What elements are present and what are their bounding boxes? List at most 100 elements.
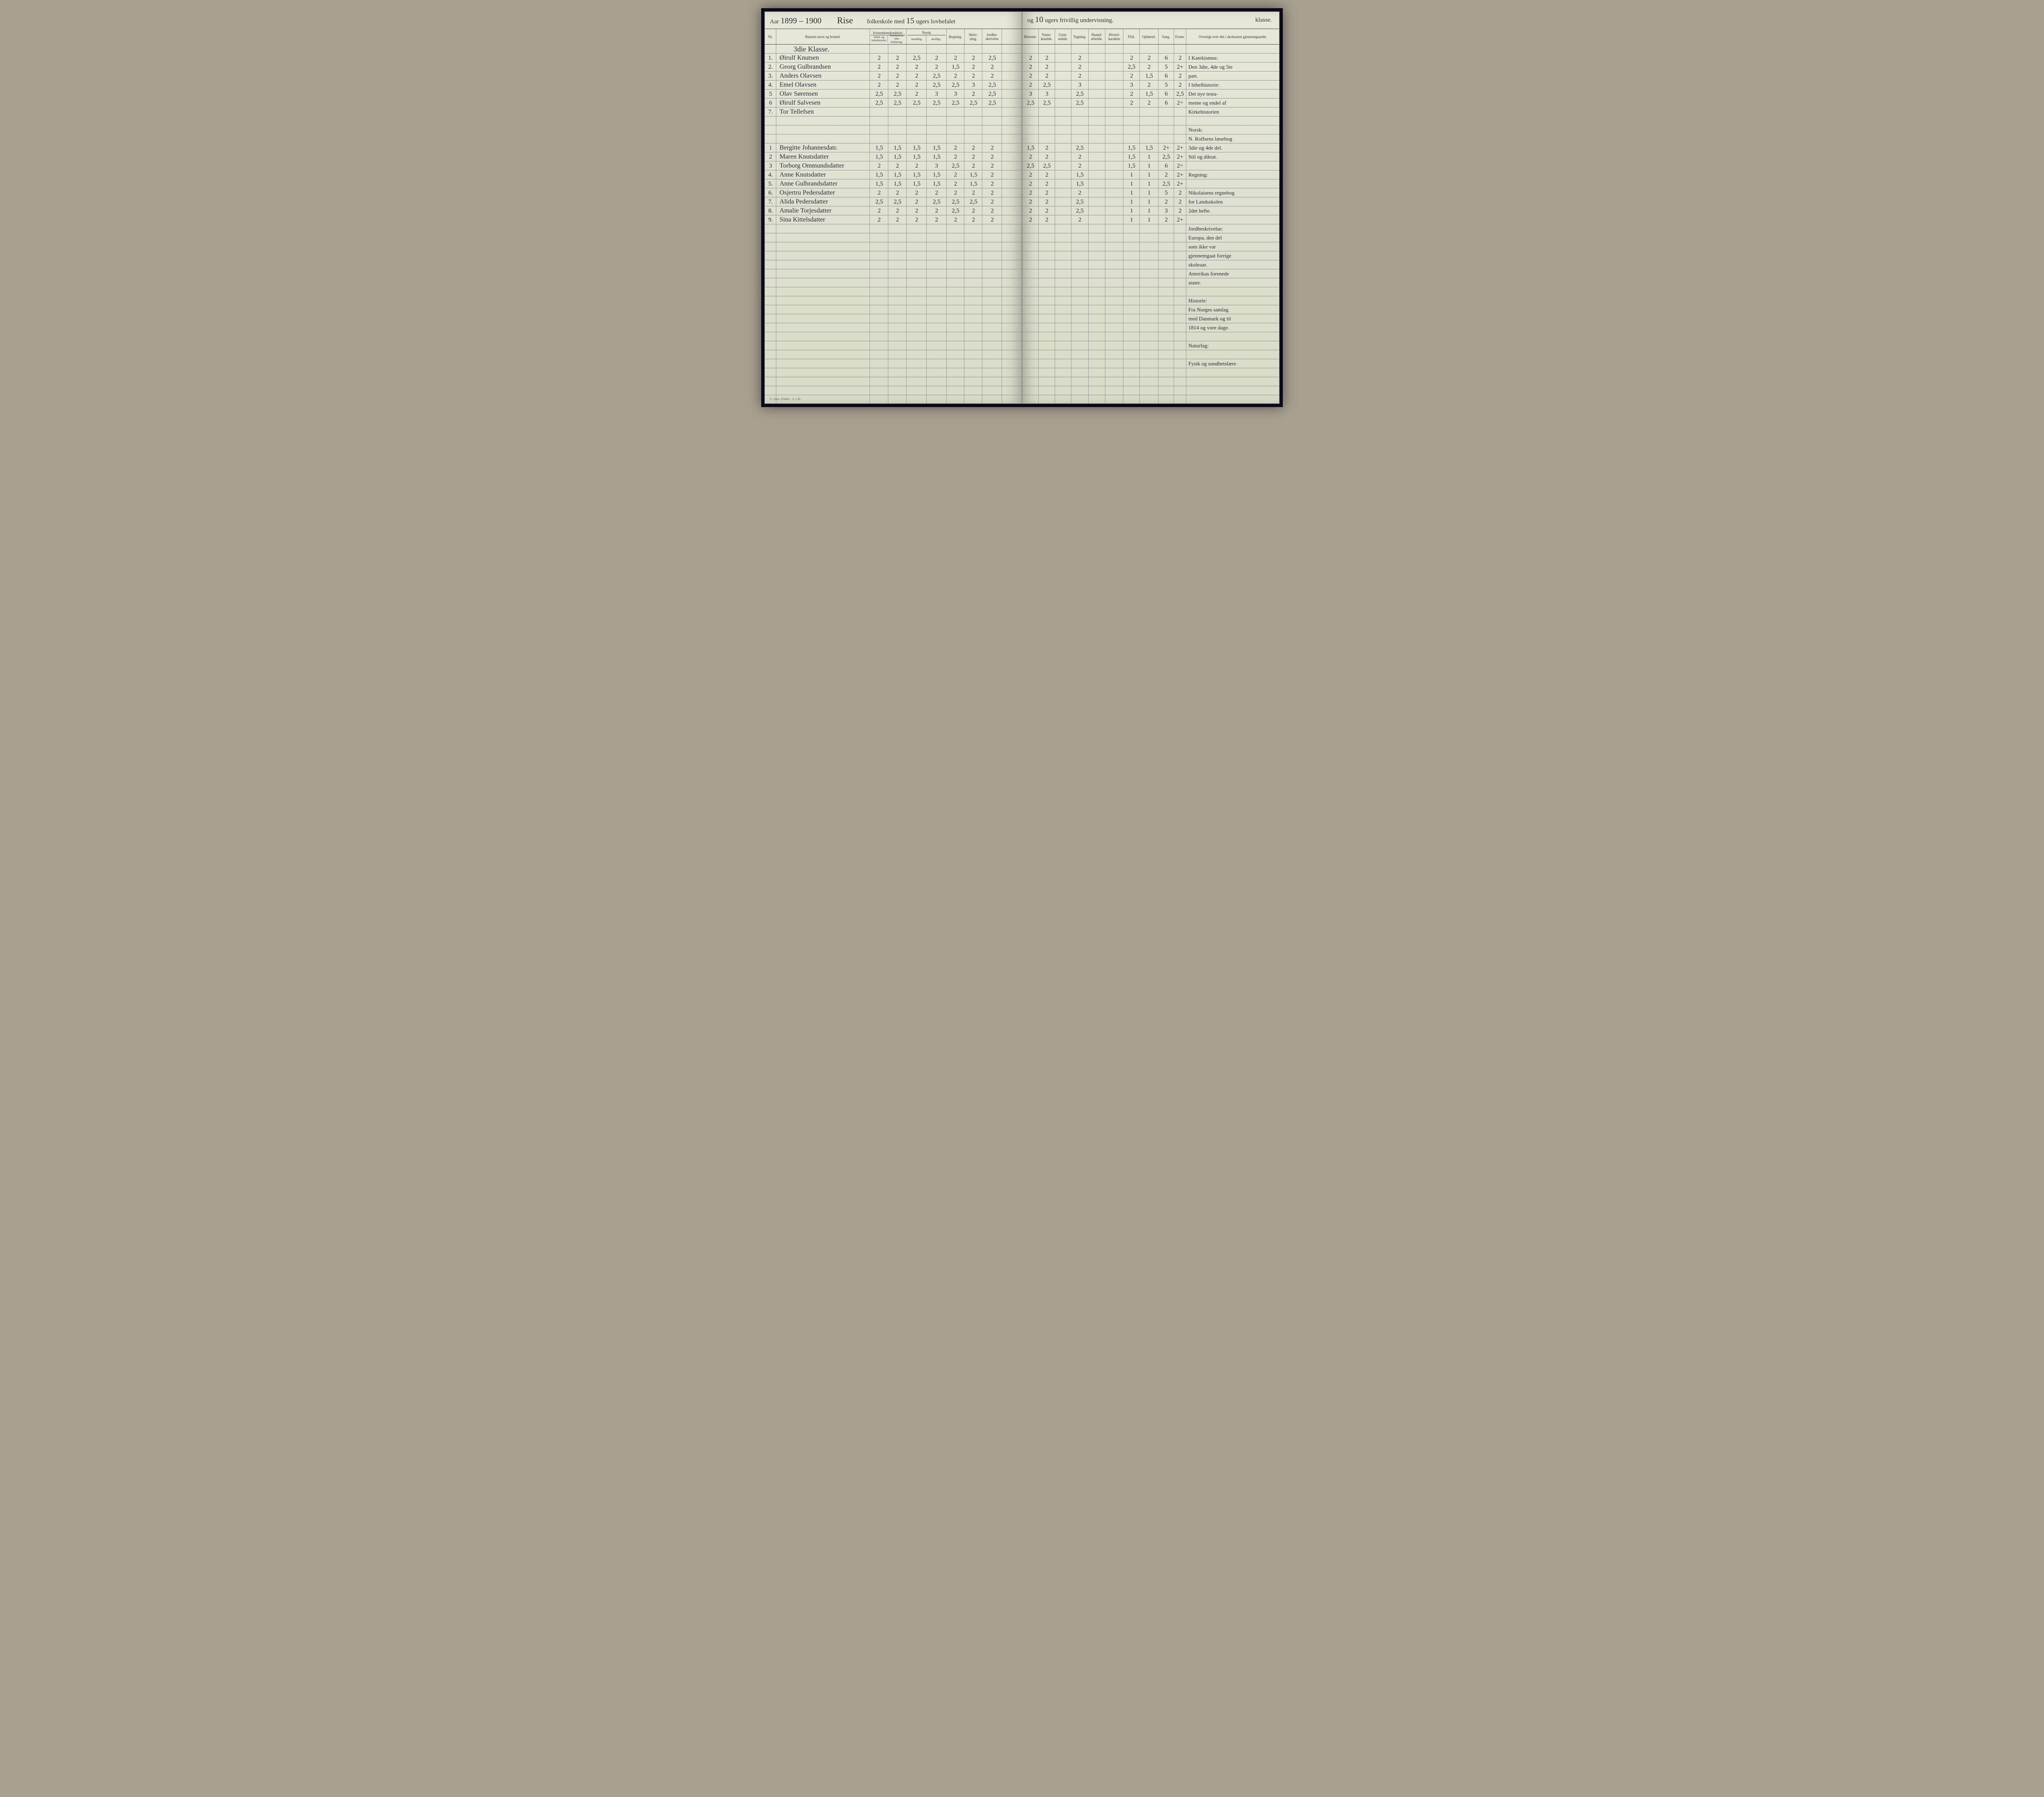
- cell-grade: 3: [1039, 91, 1055, 98]
- note-line: [1188, 215, 1277, 224]
- table-row: 3Torborg Ommundsdatter22232,522: [765, 161, 1022, 170]
- note-line: som ikke var: [1188, 242, 1277, 251]
- cell-grade: 2: [870, 82, 888, 89]
- note-line: Fysik og sundhetslære.: [1188, 359, 1277, 368]
- note-line: I Katekismus:: [1188, 54, 1277, 63]
- cell-grade: 2÷: [1174, 163, 1186, 170]
- cell-grade: 2: [1022, 64, 1039, 71]
- cell-grade: 2,5: [947, 163, 965, 170]
- cell-grade: 2: [947, 190, 965, 197]
- cell-grade: 2,5: [870, 100, 888, 107]
- cell-grade: 2: [982, 154, 1002, 161]
- cell-grade: 1,5: [927, 181, 947, 188]
- cell-grade: 2: [888, 163, 907, 170]
- note-line: [1188, 179, 1277, 188]
- cell-grade: 2+: [1174, 172, 1186, 179]
- table-row: 3.Anders Olavsen2222,5222: [765, 72, 1022, 81]
- cell-grade: 1: [1140, 154, 1159, 161]
- note-line: Naturfag:: [1188, 341, 1277, 350]
- table-row: 7.Alida Pedersdatter2,52,522,52,52,52: [765, 197, 1022, 206]
- cell-grade: 2,5: [927, 199, 947, 206]
- cell-grade: 1: [1140, 217, 1159, 224]
- cell-grade: 2: [947, 154, 965, 161]
- cell-grade: 2: [1039, 208, 1055, 215]
- cell-grade: 2,5: [1039, 163, 1055, 170]
- cell-grade: 2,5: [947, 82, 965, 89]
- cell-grade: 2: [870, 163, 888, 170]
- cell-grade: 3: [1123, 82, 1140, 89]
- cell-grade: 2+: [1174, 64, 1186, 71]
- cell-grade: 2+: [1174, 154, 1186, 161]
- section-title: 3die Klasse.: [765, 45, 1022, 54]
- col-bibel: bibel- og kirkehistorie.: [871, 36, 888, 43]
- cell-nr: 7.: [765, 199, 776, 206]
- cell-grade: 2: [1039, 55, 1055, 62]
- cell-nr: 2: [765, 154, 776, 161]
- note-line: 3die og 4de del.: [1188, 143, 1277, 152]
- cell-grade: 2: [947, 145, 965, 152]
- cell-grade: 6: [1159, 91, 1174, 98]
- cell-grade: 1,5: [1140, 73, 1159, 80]
- cell-grade: 2: [1039, 190, 1055, 197]
- cell-grade: 2: [907, 163, 927, 170]
- cell-grade: 2,5: [927, 100, 947, 107]
- note-line: [1188, 287, 1277, 296]
- cell-grade: 2: [964, 55, 982, 62]
- hdr-printed1: folkeskole med: [867, 18, 905, 25]
- cell-grade: 2: [888, 55, 907, 62]
- left-header: Aar 1899 – 1900 Rise folkeskole med 15 u…: [765, 12, 1022, 29]
- col-norsk: Norsk mundtlig. skriftlig.: [907, 29, 947, 44]
- cell-grade: 2: [964, 145, 982, 152]
- left-data-rows: 3die Klasse.1.Øirulf Knutsen222,52222,52…: [765, 45, 1022, 403]
- cell-nr: 7.: [765, 109, 776, 116]
- cell-grade: 2: [1022, 172, 1039, 179]
- col-name: Barnets navn og bosted.: [776, 29, 870, 44]
- cell-grade: 2: [1039, 154, 1055, 161]
- cell-grade: 3: [1022, 91, 1039, 98]
- cell-grade: 2: [964, 73, 982, 80]
- cell-grade: 1,5: [870, 154, 888, 161]
- cell-grade: 2: [1123, 55, 1140, 62]
- cell-grade: 2: [1022, 154, 1039, 161]
- cell-name: Emel Olavsen: [776, 81, 870, 89]
- cell-nr: 1.: [765, 55, 776, 62]
- cell-nr: 4.: [765, 82, 776, 89]
- cell-grade: 1,5: [927, 154, 947, 161]
- klasse-label: klasse.: [1255, 17, 1272, 24]
- cell-grade: 2: [888, 82, 907, 89]
- cell-grade: 1,5: [964, 172, 982, 179]
- col-opforsel: Opførsel.: [1140, 29, 1159, 44]
- note-line: Nikolaisens regnebog: [1188, 188, 1277, 197]
- col-naturkundsk: Natur-kundsk.: [1039, 29, 1055, 44]
- table-row: 9.Sina Kittelsdatter2222222: [765, 215, 1022, 224]
- cell-grade: 2: [964, 208, 982, 215]
- note-line: 1814 og vore dage.: [1188, 323, 1277, 332]
- cell-grade: 2: [1071, 73, 1089, 80]
- col-haandarbeide: Haand-arbeide.: [1089, 29, 1106, 44]
- cell-nr: 3.: [765, 73, 776, 80]
- cell-grade: 2: [907, 64, 927, 71]
- cell-grade: 2: [907, 82, 927, 89]
- cell-grade: 2: [907, 199, 927, 206]
- cell-grade: 2+: [1174, 181, 1186, 188]
- cell-name: Amalie Torjesdatter: [776, 207, 870, 215]
- cell-grade: 2÷: [1174, 100, 1186, 107]
- cell-grade: 2: [964, 91, 982, 98]
- note-line: Den 3die, 4de og 5te: [1188, 63, 1277, 72]
- note-line: Historie:: [1188, 296, 1277, 305]
- cell-grade: 2: [870, 208, 888, 215]
- cell-grade: 2: [1022, 208, 1039, 215]
- col-left-spare: [1002, 29, 1022, 44]
- cell-name: Bergitte Johannesdatr.: [776, 144, 870, 152]
- col-gymnastik: Gym-nastik.: [1055, 29, 1071, 44]
- cell-grade: 1,5: [888, 145, 907, 152]
- cell-grade: 1,5: [907, 145, 927, 152]
- cell-nr: 6.: [765, 190, 776, 197]
- cell-grade: 2: [870, 64, 888, 71]
- cell-grade: 2,5: [907, 100, 927, 107]
- cell-grade: 3: [1159, 208, 1174, 215]
- cell-grade: 1,5: [907, 154, 927, 161]
- cell-grade: 2: [888, 217, 907, 224]
- cell-grade: 2: [947, 172, 965, 179]
- cell-grade: 2: [1159, 199, 1174, 206]
